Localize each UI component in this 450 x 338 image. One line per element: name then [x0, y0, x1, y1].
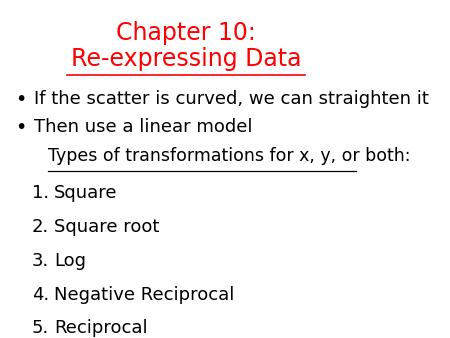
Text: •: •	[15, 118, 26, 137]
Text: 3.: 3.	[32, 251, 49, 270]
Text: Log: Log	[54, 251, 86, 270]
Text: Square root: Square root	[54, 218, 159, 236]
Text: Negative Reciprocal: Negative Reciprocal	[54, 286, 234, 304]
Text: •: •	[15, 90, 26, 109]
Text: Reciprocal: Reciprocal	[54, 319, 148, 337]
Text: 5.: 5.	[32, 319, 49, 337]
Text: Re-expressing Data: Re-expressing Data	[71, 47, 302, 71]
Text: Types of transformations for x, y, or both:: Types of transformations for x, y, or bo…	[49, 147, 411, 165]
Text: If the scatter is curved, we can straighten it: If the scatter is curved, we can straigh…	[33, 90, 428, 108]
Text: 1.: 1.	[32, 184, 49, 202]
Text: 4.: 4.	[32, 286, 49, 304]
Text: Then use a linear model: Then use a linear model	[33, 118, 252, 136]
Text: Chapter 10:: Chapter 10:	[117, 21, 256, 45]
Text: 2.: 2.	[32, 218, 49, 236]
Text: Square: Square	[54, 184, 117, 202]
